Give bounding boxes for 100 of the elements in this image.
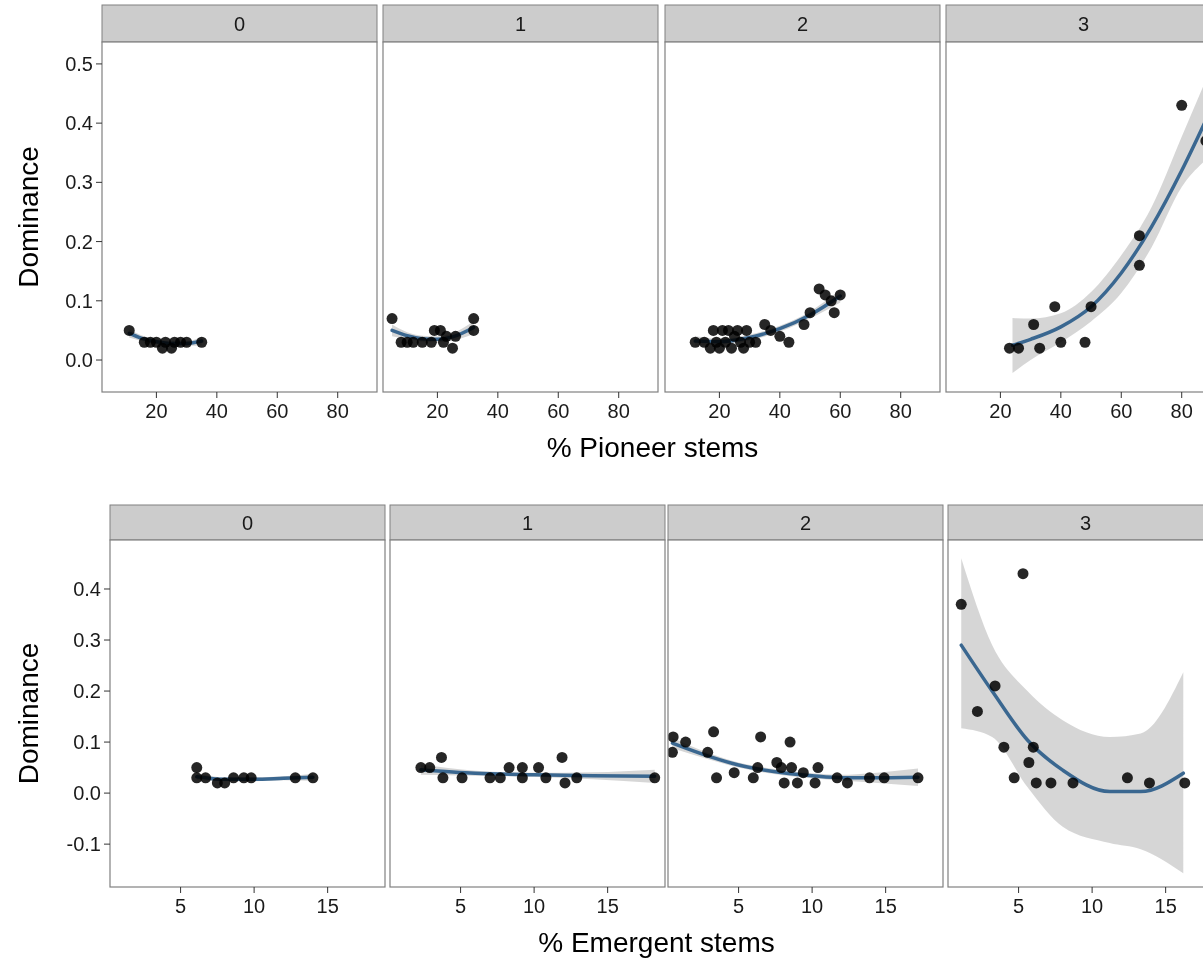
point (1143, 777, 1155, 789)
x-tick-label: 40 (486, 400, 509, 422)
point (307, 772, 319, 784)
y-tick-label: 0.2 (65, 230, 93, 253)
point (747, 772, 759, 784)
x-tick-label: 15 (316, 895, 339, 917)
x-tick-label: 20 (426, 400, 449, 422)
y-tick-label: 0.0 (65, 349, 93, 372)
point (1034, 342, 1046, 354)
point (711, 772, 723, 784)
point (416, 336, 428, 348)
x-tick-label: 15 (874, 895, 897, 917)
point (1030, 777, 1042, 789)
point (831, 772, 843, 784)
point (484, 772, 496, 784)
x-tick-label: 80 (1170, 400, 1193, 422)
y-tick-label: 0.1 (73, 731, 101, 754)
point (1133, 259, 1145, 271)
x-tick-label: 20 (145, 400, 168, 422)
point (516, 762, 528, 774)
y-axis-title: Dominance (13, 642, 44, 785)
point (468, 324, 480, 336)
y-tick-label: 0.3 (65, 171, 93, 194)
point (540, 772, 552, 784)
point (828, 307, 840, 319)
point (571, 772, 583, 784)
chart-title: 0 (241, 511, 254, 534)
chart-title: 1 (514, 12, 527, 35)
point (503, 762, 515, 774)
x-tick-label: 60 (266, 400, 289, 422)
point (878, 772, 890, 784)
x-tick-label: 20 (989, 400, 1012, 422)
point (841, 777, 853, 789)
x-tick-label: 60 (1110, 400, 1133, 422)
x-tick-label: 10 (1080, 895, 1104, 917)
point (834, 289, 846, 301)
point (450, 330, 462, 342)
point (1028, 318, 1040, 330)
point (750, 336, 762, 348)
point (289, 772, 301, 784)
point (755, 731, 767, 743)
point (791, 777, 803, 789)
point (702, 746, 714, 758)
point (435, 751, 447, 763)
point (200, 772, 212, 784)
x-tick-label: 60 (547, 400, 570, 422)
point (1079, 336, 1091, 348)
point (725, 342, 737, 354)
point (728, 767, 740, 779)
x-tick-label: 10 (522, 895, 546, 917)
point (912, 772, 924, 784)
x-tick-label: 80 (326, 400, 349, 422)
x-tick-label: 10 (800, 895, 824, 917)
point (752, 762, 764, 774)
point (668, 731, 679, 743)
chart-title: 3 (1077, 12, 1090, 35)
point (191, 762, 203, 774)
chart-title: 1 (521, 511, 534, 534)
point (1121, 772, 1133, 784)
point (1067, 777, 1079, 789)
point (181, 336, 193, 348)
point (668, 746, 678, 758)
y-tick-label: 0.2 (73, 680, 101, 703)
x-axis-title: % Emergent stems (538, 927, 775, 958)
point (998, 741, 1010, 753)
point (989, 680, 1001, 692)
point (516, 772, 528, 784)
chart-title: 2 (799, 511, 812, 534)
point (863, 772, 875, 784)
point (1085, 301, 1097, 313)
x-axis-title: % Pioneer stems (546, 432, 759, 463)
x-tick-label: 10 (242, 895, 266, 917)
point (784, 736, 796, 748)
point (424, 762, 436, 774)
y-tick-label: 0.1 (65, 289, 93, 312)
point (783, 336, 795, 348)
point (809, 777, 821, 789)
point (1017, 568, 1029, 580)
point (732, 324, 744, 336)
point (1176, 99, 1188, 111)
point (765, 324, 777, 336)
point (407, 336, 419, 348)
point (778, 777, 790, 789)
point (437, 772, 449, 784)
point (456, 772, 468, 784)
point (123, 324, 135, 336)
point (245, 772, 257, 784)
chart-title: 2 (796, 12, 809, 35)
point (1055, 336, 1067, 348)
point (228, 772, 240, 784)
x-tick-label: 15 (1154, 895, 1177, 917)
point (559, 777, 571, 789)
y-tick-label: 0.5 (65, 52, 93, 75)
chart-title: 3 (1079, 511, 1092, 534)
point (798, 318, 810, 330)
x-tick-label: 80 (607, 400, 630, 422)
point (971, 705, 983, 717)
point (468, 313, 480, 325)
point (774, 330, 786, 342)
point (825, 295, 837, 307)
